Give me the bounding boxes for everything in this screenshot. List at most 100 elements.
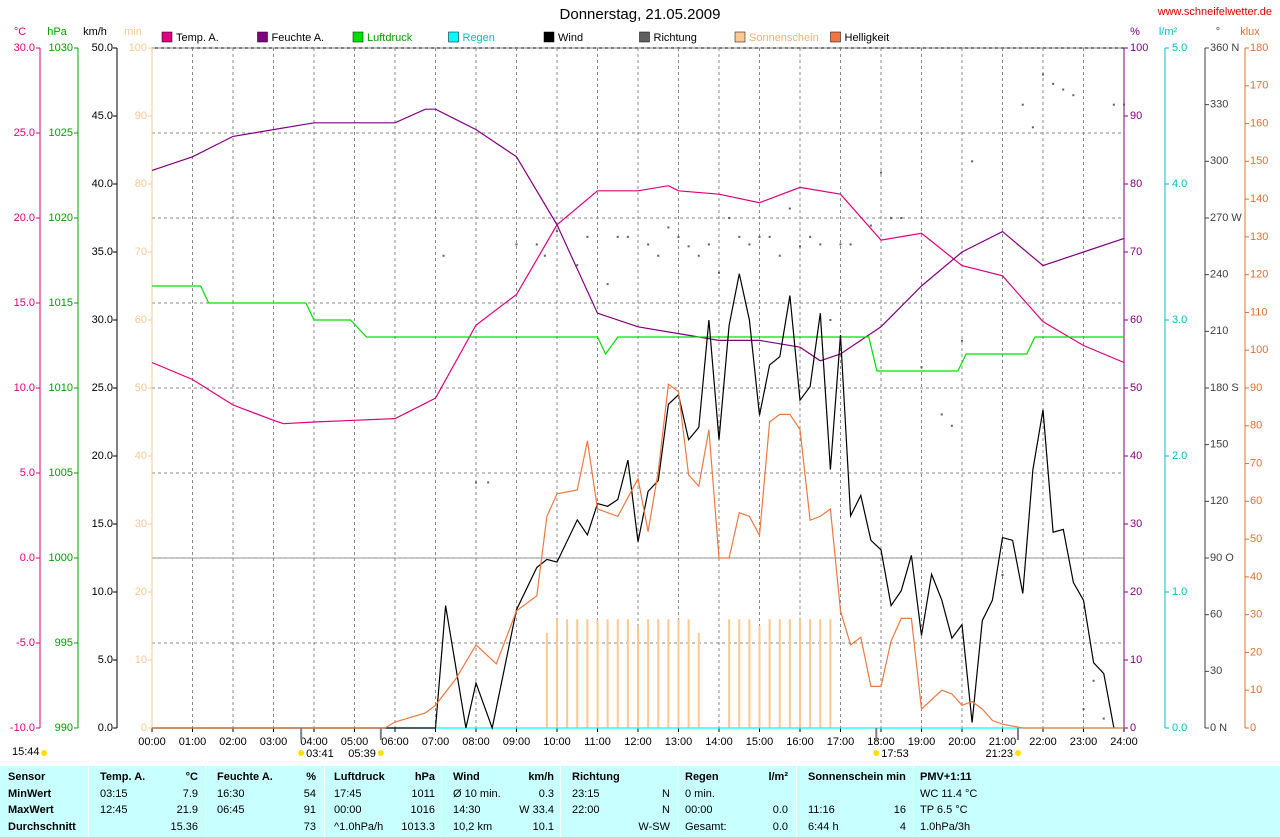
- y-tick-label: 5.0: [98, 654, 113, 666]
- dot: [748, 243, 751, 246]
- dot: [677, 235, 680, 238]
- y-tick-label: 30: [135, 518, 147, 530]
- x-tick-label: 11:00: [584, 736, 611, 748]
- x-tick-label: 09:00: [503, 736, 531, 748]
- bar: [576, 619, 579, 728]
- table-cell: Gesamt:: [685, 820, 727, 833]
- table-header: Sonnenschein min: [808, 771, 906, 783]
- bar: [809, 619, 812, 728]
- y-tick-label: 20: [135, 586, 147, 598]
- table-cell: 00:00: [334, 804, 362, 816]
- bar: [819, 619, 822, 728]
- y-tick-label: 25.0: [14, 127, 35, 139]
- y-tick-label: 300: [1210, 155, 1228, 167]
- y-tick-label: 270 W: [1210, 212, 1242, 224]
- y-tick-label: 100: [1250, 344, 1268, 356]
- dot: [799, 245, 801, 248]
- sun-icon: [377, 750, 384, 756]
- bar: [667, 619, 670, 728]
- x-tick-label: 22:00: [1029, 736, 1057, 748]
- table-cell: 0.0: [772, 820, 788, 833]
- y-tick-label: 2.0: [1172, 450, 1187, 462]
- y-tick-label: 30: [1210, 665, 1222, 677]
- y-tick-label: 1020: [49, 212, 73, 224]
- dot: [1031, 126, 1034, 129]
- x-tick-label: 08:00: [462, 736, 490, 748]
- axis-unit: klux: [1240, 26, 1260, 38]
- y-tick-label: 40: [1250, 571, 1262, 583]
- table-cell: 00:00: [685, 804, 713, 816]
- y-tick-label: 30.0: [92, 314, 113, 326]
- dot: [707, 243, 710, 246]
- legend-swatch: [639, 31, 650, 43]
- x-tick-label: 19:00: [908, 736, 936, 748]
- dot: [535, 243, 538, 246]
- legend-swatch: [352, 31, 364, 43]
- dot: [647, 243, 650, 246]
- bar: [829, 619, 832, 728]
- y-tick-label: 20: [1250, 646, 1262, 658]
- table-cell: 1.0hPa/3h: [920, 820, 971, 833]
- bar: [647, 619, 650, 728]
- marker-label: 05:39: [348, 748, 376, 760]
- bar: [545, 632, 548, 728]
- table-separator: [324, 766, 325, 837]
- table-cell: 10.1: [532, 820, 554, 833]
- dot: [442, 254, 445, 257]
- y-tick-label: 70: [1250, 457, 1262, 469]
- bar: [657, 619, 660, 728]
- table-header: %: [306, 771, 316, 783]
- x-tick-label: 00:00: [138, 736, 166, 748]
- y-tick-label: 20: [1130, 586, 1142, 598]
- sun-icon: [1015, 750, 1022, 756]
- bar: [758, 626, 761, 728]
- y-tick-label: 60: [1130, 314, 1142, 326]
- dot: [728, 217, 731, 219]
- y-tick-label: 60: [1250, 495, 1262, 507]
- table-cell: TP 6.5 °C: [920, 804, 968, 816]
- y-tick-label: 10: [1130, 654, 1142, 666]
- marker-label: 21:23: [985, 748, 1013, 760]
- y-tick-label: 40: [1130, 450, 1142, 462]
- y-tick-label: 90 O: [1210, 552, 1234, 564]
- dot: [1112, 103, 1115, 106]
- dot: [1072, 94, 1075, 97]
- y-tick-label: 15.0: [14, 297, 35, 309]
- x-tick-label: 14:00: [705, 736, 733, 748]
- dot: [869, 224, 872, 227]
- x-tick-label: 02:00: [219, 736, 247, 748]
- dot: [738, 235, 741, 238]
- table-separator: [677, 766, 678, 837]
- table-header: hPa: [414, 771, 435, 783]
- x-tick-label: 12:00: [624, 736, 652, 748]
- x-tick-label: 03:00: [260, 736, 288, 748]
- dot: [1021, 103, 1024, 106]
- x-tick-label: 05:00: [341, 736, 369, 748]
- dot: [543, 254, 546, 257]
- table-cell: 12:45: [100, 804, 128, 816]
- bar: [566, 619, 569, 728]
- table-cell: WC 11.4 °C: [920, 787, 978, 800]
- table-cell: 14:30: [453, 804, 481, 816]
- table-cell: 10,2 km: [453, 820, 493, 833]
- table-cell: 73: [303, 820, 316, 833]
- table-header: Richtung: [572, 771, 620, 783]
- legend-label: Luftdruck: [367, 32, 413, 44]
- axis-unit: hPa: [47, 26, 67, 38]
- y-tick-label: 110: [1250, 306, 1268, 318]
- dot: [940, 413, 943, 416]
- dot: [487, 481, 490, 484]
- table-cell: N: [662, 804, 670, 816]
- axis-unit: °C: [14, 26, 26, 38]
- y-tick-label: 50: [1250, 533, 1262, 545]
- axis-unit: km/h: [83, 26, 107, 38]
- y-tick-label: 180 S: [1210, 382, 1239, 394]
- bar: [768, 619, 771, 728]
- axis-unit: °: [1216, 26, 1220, 38]
- y-tick-label: 4.0: [1172, 178, 1187, 190]
- dot: [890, 217, 893, 219]
- bar: [596, 619, 599, 728]
- table-separator: [796, 766, 797, 837]
- dot: [1042, 73, 1044, 76]
- dot: [606, 283, 609, 286]
